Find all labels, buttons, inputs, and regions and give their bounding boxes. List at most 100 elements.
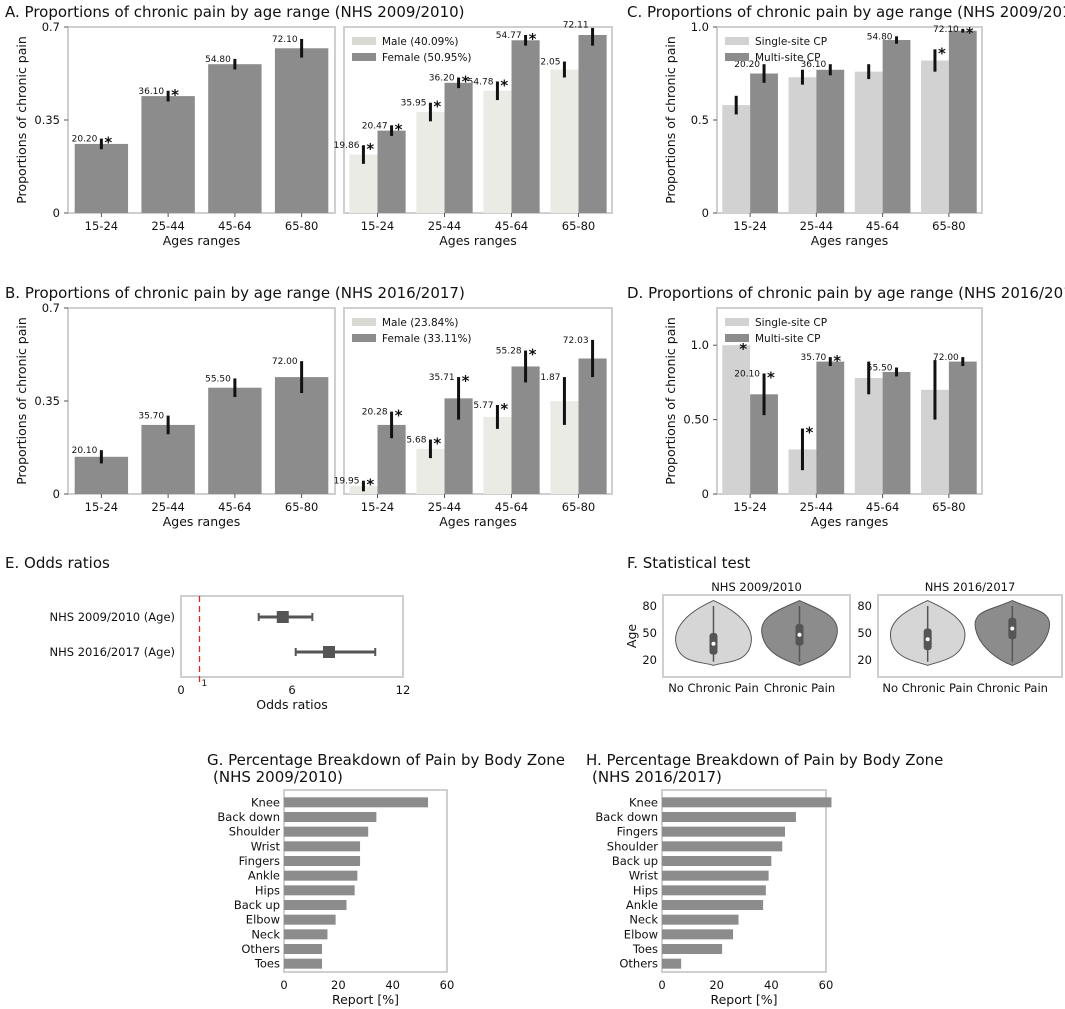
hbar [662,944,723,954]
data-label: 36.10 [801,60,827,70]
x-axis-label-H: Report [%] [710,992,777,1007]
bar-0 [349,154,378,213]
data-label: 20.20 [72,135,98,145]
violin-panel-title: NHS 2009/2010 [711,580,802,594]
significance-star: * [500,76,508,94]
bar [141,96,195,213]
x-tick-A2: 65-80 [562,219,595,233]
data-label: 54.78 [468,77,494,87]
bar-0 [854,377,883,494]
x-tick-B: 45-64 [218,500,251,514]
category-label: Others [619,957,658,971]
legend-swatch [352,53,376,61]
category-label: Back down [595,810,658,824]
x-tick-D: 65-80 [932,500,965,514]
data-label: 20.10 [72,446,98,456]
y-tick-A: 0.7 [42,20,60,34]
odds-category-label: NHS 2009/2010 (Age) [50,610,175,624]
x-tick-A: 25-44 [151,219,184,233]
x-tick-D: 25-44 [800,500,833,514]
hbar [284,812,377,822]
significance-star: * [104,134,112,152]
legend-entry: Male (40.09%) [382,36,458,48]
bar-1 [750,73,778,213]
bar-0 [722,345,751,494]
x-tick-G: 40 [385,978,400,992]
title-H: H. Percentage Breakdown of Pain by Body … [586,751,943,769]
data-label: 19.95 [334,477,360,487]
x-tick-B: 15-24 [85,500,118,514]
x-axis-label-G: Report [%] [332,992,399,1007]
plot-frame-F [662,594,851,678]
x-axis-label-E: Odds ratios [256,697,328,712]
bar-0 [483,416,512,494]
significance-star: * [462,372,470,390]
x-tick-C: 25-44 [800,219,833,233]
x-tick-G: 60 [440,978,455,992]
category-label: Elbow [246,913,280,927]
legend-entry: Multi-site CP [755,52,820,64]
bar-1 [948,361,977,494]
category-label: Fingers [239,854,280,868]
y-tick-F: 80 [642,599,657,613]
x-axis-label-B2: Ages ranges [439,514,517,529]
bar-1 [948,30,977,213]
hbar [662,929,734,940]
y-tick-F: 20 [857,653,872,667]
bar-0 [854,71,883,213]
y-tick-C: 0 [702,206,709,220]
category-label: Back up [612,854,658,868]
hbar [284,958,323,969]
bar-1 [578,358,607,494]
significance-star: * [395,407,403,425]
violin-category-label: Chronic Pain [764,681,835,695]
y-axis-label-B: Proportions of chronic pain [14,317,29,485]
x-tick-A: 45-64 [218,219,251,233]
y-tick-F: 50 [642,626,657,640]
hbar [662,870,769,881]
data-label: 54.80 [205,55,231,65]
bar [208,64,262,213]
significance-star: * [366,476,374,494]
violin-category-label: No Chronic Pain [668,681,759,695]
significance-star: * [767,368,775,386]
data-label: 72.05 [535,58,561,68]
violin-category-label: Chronic Pain [977,681,1048,695]
bar-0 [416,112,445,213]
category-label: Shoulder [607,839,658,853]
data-label: 35.70 [138,412,164,422]
category-label: Neck [629,913,658,927]
significance-star: * [966,24,974,42]
data-label: 19.86 [334,141,360,151]
x-tick-C: 15-24 [733,219,766,233]
data-label: 20.28 [362,408,388,418]
x-tick-B2: 25-44 [428,500,461,514]
plot-frame-F [877,594,1063,678]
plot-frame-E [180,595,404,678]
significance-star: * [833,352,841,370]
data-label: 35.68 [401,436,427,446]
category-label: Others [241,942,280,956]
x-tick-D: 45-64 [866,500,899,514]
data-label: 55.50 [867,364,893,374]
hbar [284,885,355,896]
x-tick-A: 65-80 [285,219,318,233]
plot-frame-A2 [343,26,613,214]
data-label: 20.20 [734,60,760,70]
hbar [662,826,785,837]
category-label: Ankle [248,869,280,883]
y-tick-A: 0.35 [34,113,60,127]
significance-star: * [529,30,537,48]
significance-star: * [739,340,747,358]
hbar [284,826,369,837]
title-B: B. Proportions of chronic pain by age ra… [5,284,465,302]
y-axis-label-F: Age [624,624,639,648]
data-label: 72.11 [563,20,589,30]
legend-entry: Single-site CP [755,317,827,329]
bar-1 [511,40,540,214]
violin-median [1010,626,1015,631]
odds-ratio-point [276,611,289,623]
y-tick-A: 0 [53,206,60,220]
y-tick-F: 50 [857,626,872,640]
